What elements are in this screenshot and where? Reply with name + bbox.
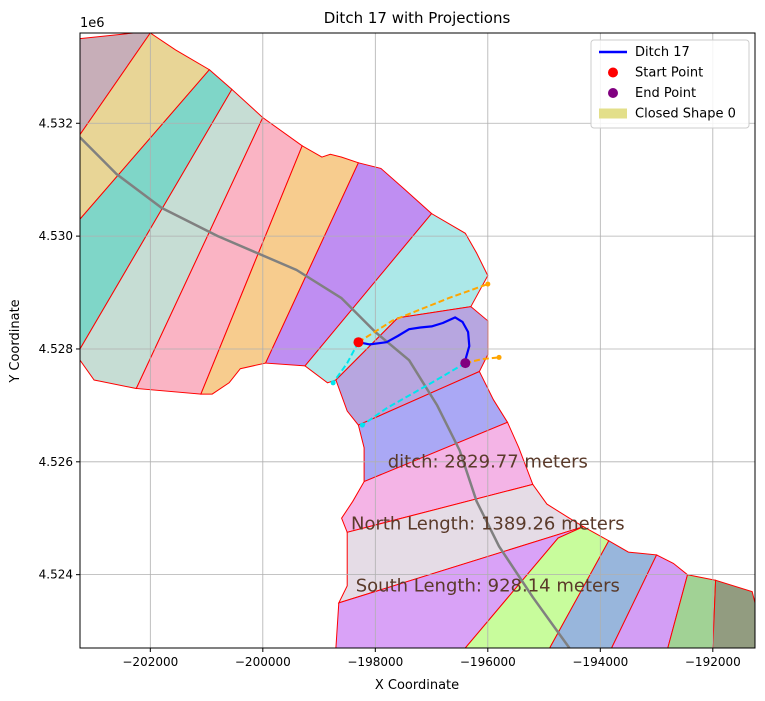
parcel-shape-13 [464, 526, 610, 648]
parcel-shape-15 [611, 554, 689, 648]
legend-swatch-marker-1 [608, 67, 618, 78]
projection-line-3 [361, 362, 466, 426]
y-tick-label-4: 4.532 [39, 116, 73, 130]
annotation-text-1: North Length: 1389.26 meters [351, 514, 625, 535]
legend-swatch-marker-2 [608, 88, 618, 98]
end-point-marker [460, 358, 471, 369]
x-axis-label: X Coordinate [375, 678, 459, 693]
legend-swatch-patch [599, 108, 627, 119]
legend-label-1: Start Point [635, 66, 703, 81]
y-axis-label: Y Coordinate [8, 299, 23, 383]
y-offset-label: 1e6 [80, 16, 105, 31]
legend-label-3: Closed Shape 0 [635, 107, 736, 122]
legend-label-2: End Point [635, 86, 696, 101]
ditch-line [358, 316, 471, 361]
legend-label-0: Ditch 17 [635, 45, 690, 60]
y-tick-label-2: 4.528 [39, 342, 73, 356]
parcel-shape-14 [549, 540, 658, 648]
projection-end-dot-3 [359, 422, 365, 428]
x-tick-label-2: −198000 [347, 655, 403, 669]
x-tick-label-4: −194000 [572, 655, 628, 669]
y-tick-label-1: 4.526 [39, 455, 73, 469]
x-tick-label-3: −196000 [460, 655, 516, 669]
legend: Ditch 17 Start Point End Point Closed Shape… [590, 39, 750, 129]
centerline [80, 136, 571, 648]
annotation-text-0: ditch: 2829.77 meters [388, 451, 588, 472]
plot-frame [79, 32, 756, 649]
x-tick-label-1: −200000 [235, 655, 291, 669]
projection-end-dot-1 [496, 354, 502, 360]
parcel-shape-11 [337, 483, 585, 604]
projection-end-dot-0 [485, 281, 491, 287]
x-tick-label-5: −192000 [685, 655, 741, 669]
y-tick-label-3: 4.530 [39, 229, 73, 243]
chart-title: Ditch 17 with Projections [324, 9, 511, 27]
projection-line-0 [357, 283, 489, 344]
parcel-shape-17 [712, 579, 755, 648]
legend-box [590, 39, 750, 129]
start-point-marker [353, 337, 364, 348]
projection-end-dot-2 [330, 380, 336, 386]
projection-line-2 [332, 341, 360, 384]
projection-line-1 [465, 356, 500, 365]
parcel-shape-1 [80, 33, 211, 220]
x-tick-label-0: −202000 [122, 655, 178, 669]
plot-area: ditch: 2829.77 meters North Length: 1389.… [39, 32, 756, 669]
annotation-text-2: South Length: 928.14 meters [356, 576, 620, 597]
plot-layers: ditch: 2829.77 meters North Length: 1389.… [80, 33, 755, 648]
y-tick-label-0: 4.524 [39, 568, 73, 582]
